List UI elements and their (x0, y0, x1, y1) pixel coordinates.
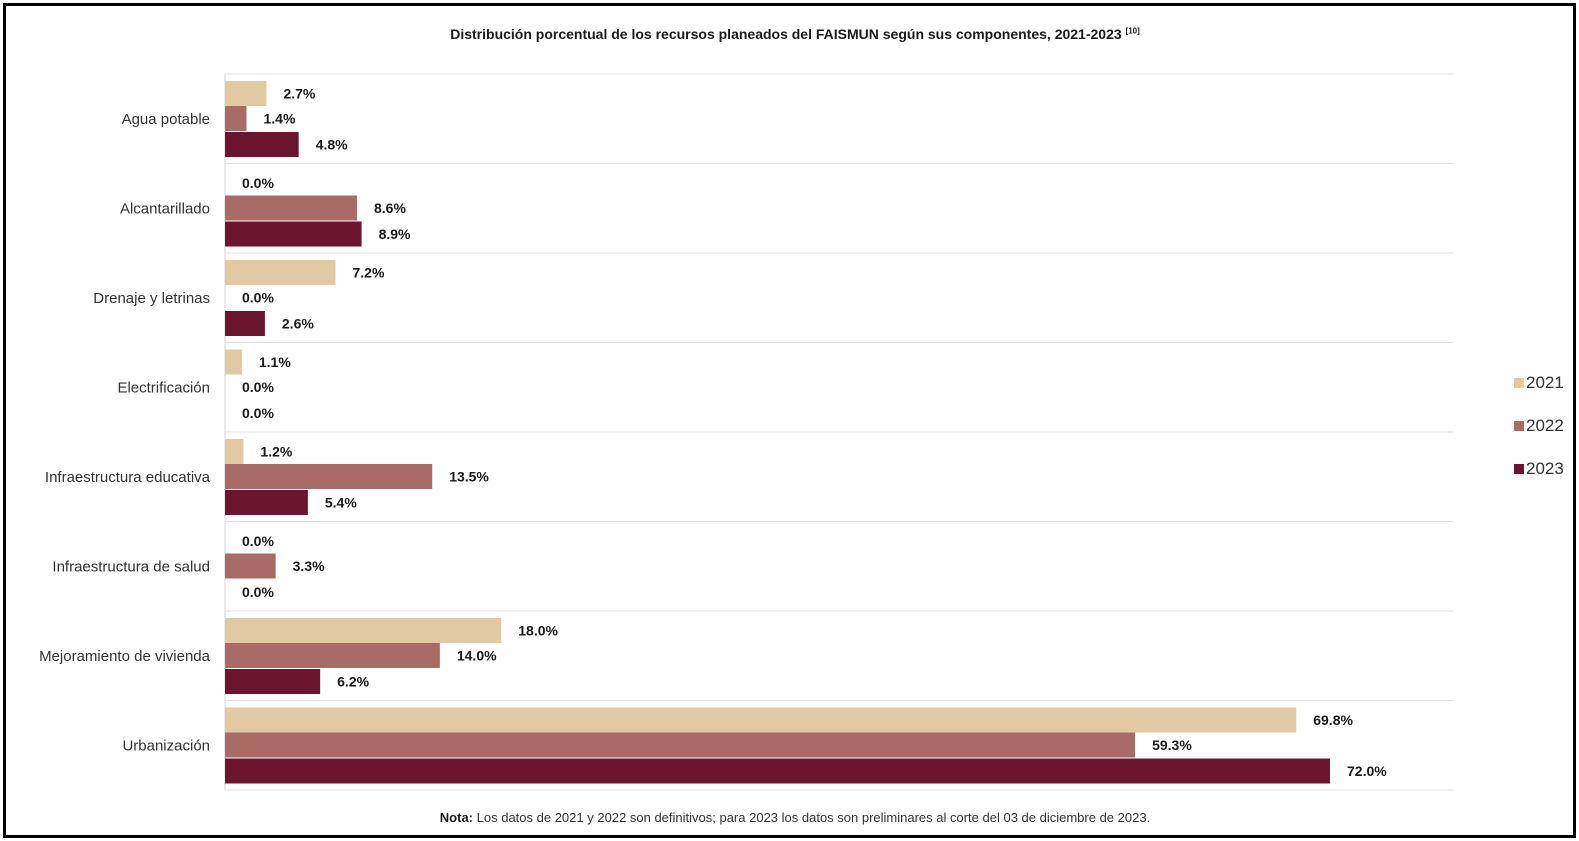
bar-2022 (225, 553, 276, 579)
bar-2022 (225, 464, 433, 489)
bar-2022 (225, 732, 1136, 758)
category-label: Infraestructura de salud (52, 558, 210, 575)
bar-2021 (225, 707, 1297, 733)
bar-2023 (225, 758, 1330, 784)
data-label: 3.3% (293, 558, 325, 574)
data-label: 0.0% (242, 533, 274, 549)
data-label: 0.0% (242, 290, 274, 306)
legend-swatch (1514, 421, 1524, 431)
category-label: Infraestructura educativa (45, 469, 211, 486)
data-label: 1.2% (260, 444, 292, 460)
data-label: 7.2% (353, 265, 385, 281)
data-label: 6.2% (337, 674, 369, 690)
note-text: Los datos de 2021 y 2022 son definitivos… (476, 810, 1151, 825)
bar-2023 (225, 490, 308, 515)
bar-2021 (225, 349, 242, 375)
legend-swatch (1514, 378, 1524, 388)
category-label: Agua potable (122, 111, 210, 128)
data-label: 0.0% (242, 379, 274, 395)
data-label: 2.7% (283, 86, 315, 102)
data-label: 0.0% (242, 175, 274, 191)
note-label: Nota: (439, 810, 474, 825)
chart-title-reference: [10] (1125, 26, 1140, 36)
data-label: 72.0% (1347, 763, 1387, 779)
data-label: 5.4% (325, 495, 357, 511)
data-label: 18.0% (518, 623, 558, 639)
bar-2023 (225, 221, 362, 247)
legend-item-2021: 2021 (1514, 372, 1579, 394)
category-label: Alcantarillado (120, 200, 210, 217)
bar-2021 (225, 618, 502, 643)
bar-2023 (225, 311, 265, 336)
bar-2022 (225, 643, 440, 668)
data-label: 0.0% (242, 405, 274, 421)
data-label: 8.9% (379, 226, 411, 242)
category-label: Drenaje y letrinas (93, 290, 210, 307)
bar-2021 (225, 81, 267, 106)
legend-label: 2021 (1526, 373, 1564, 392)
data-label: 2.6% (282, 316, 314, 332)
legend-item-2023: 2023 (1514, 458, 1579, 480)
data-label: 13.5% (449, 469, 489, 485)
bar-2022 (225, 195, 357, 221)
legend-label: 2023 (1526, 459, 1564, 478)
data-label: 14.0% (457, 648, 497, 664)
category-label: Electrificación (117, 379, 210, 396)
bar-2023 (225, 132, 299, 157)
data-label: 0.0% (242, 584, 274, 600)
category-label: Urbanización (122, 737, 210, 754)
legend-item-2022: 2022 (1514, 415, 1579, 437)
data-label: 69.8% (1313, 712, 1353, 728)
legend-label: 2022 (1526, 416, 1564, 435)
legend-swatch (1514, 464, 1524, 474)
bar-2023 (225, 669, 321, 694)
chart-title: Distribución porcentual de los recursos … (0, 26, 1579, 42)
chart-legend: 2021 2022 2023 (1514, 372, 1579, 501)
data-label: 1.1% (259, 354, 291, 370)
category-label: Mejoramiento de vivienda (39, 648, 211, 665)
chart-title-text: Distribución porcentual de los recursos … (450, 26, 1122, 42)
bar-2022 (225, 106, 247, 131)
data-label: 1.4% (263, 111, 295, 127)
chart-note: Nota: Los datos de 2021 y 2022 son defin… (0, 810, 1579, 825)
data-label: 59.3% (1152, 737, 1192, 753)
bar-2021 (225, 439, 244, 464)
data-label: 4.8% (316, 137, 348, 153)
bar-2021 (225, 260, 336, 285)
data-label: 8.6% (374, 200, 406, 216)
